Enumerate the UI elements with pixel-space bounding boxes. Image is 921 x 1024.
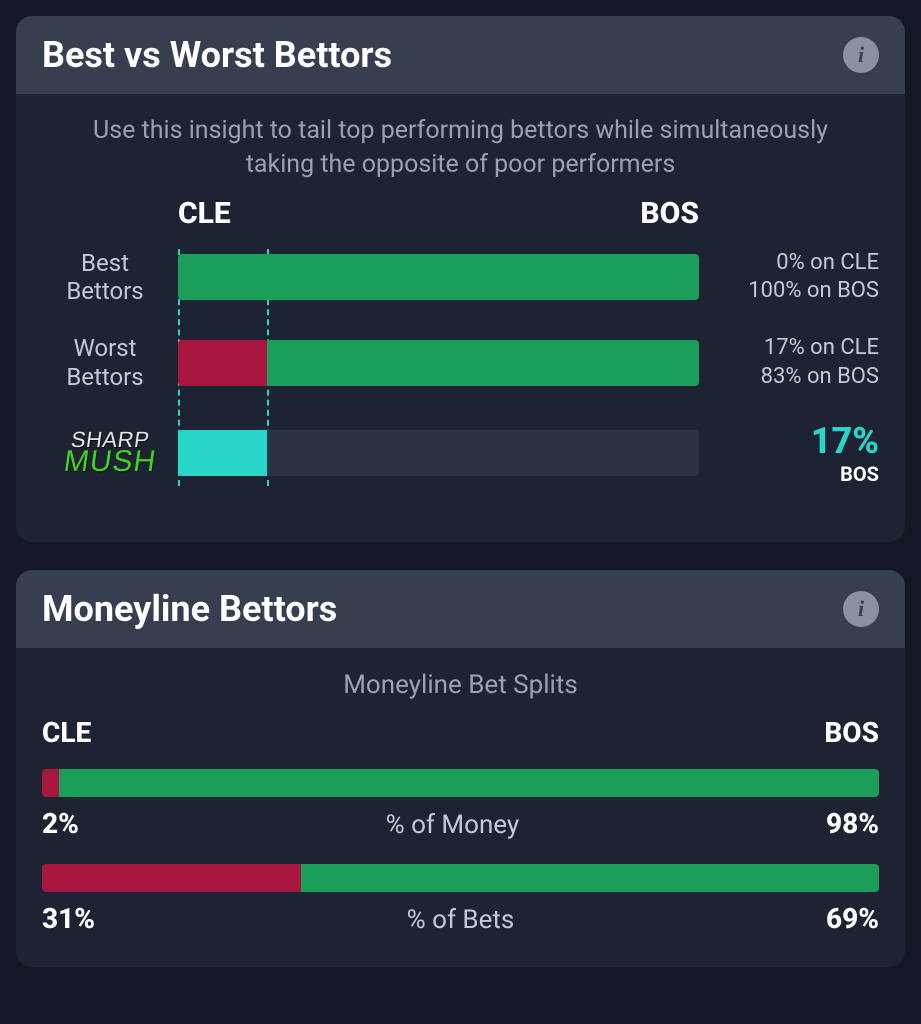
best-bettors-row: Best Bettors 0% on CLE 100% on BOS	[42, 249, 879, 307]
card-subtitle: Use this insight to tail top performing …	[81, 114, 841, 182]
sharp-mush-logo: SHARP MUSH	[42, 431, 178, 475]
moneyline-card: Moneyline Bettors i Moneyline Bet Splits…	[16, 570, 905, 967]
team-right-label: BOS	[640, 196, 699, 231]
row-label: Worst Bettors	[42, 334, 178, 392]
worst-bettors-row: Worst Bettors 17% on CLE 83% on BOS	[42, 334, 879, 392]
info-icon[interactable]: i	[843, 591, 879, 627]
card-title: Best vs Worst Bettors	[42, 34, 392, 76]
row-label: Best Bettors	[42, 249, 178, 307]
worst-bettors-stats: 17% on CLE 83% on BOS	[699, 334, 879, 391]
sharp-mush-stats: 17% BOS	[699, 420, 879, 486]
pct-bets-stats: 31% % of Bets 69%	[42, 902, 879, 935]
card-header: Best vs Worst Bettors i	[16, 16, 905, 94]
info-icon[interactable]: i	[843, 37, 879, 73]
card-header: Moneyline Bettors i	[16, 570, 905, 648]
pct-bets-bar	[42, 864, 879, 892]
teams-header-row: CLE BOS	[42, 196, 879, 231]
worst-bettors-bar	[178, 340, 699, 386]
pct-money-stats: 2% % of Money 98%	[42, 807, 879, 840]
best-bettors-bar	[178, 254, 699, 300]
pct-money-bar	[42, 769, 879, 797]
moneyline-teams-row: CLE BOS	[42, 716, 879, 749]
card-body: Use this insight to tail top performing …	[16, 94, 905, 542]
moneyline-subtitle: Moneyline Bet Splits	[42, 670, 879, 700]
team-left-label: CLE	[178, 196, 231, 231]
best-vs-worst-card: Best vs Worst Bettors i Use this insight…	[16, 16, 905, 542]
team-right-label: BOS	[824, 716, 879, 749]
card-title: Moneyline Bettors	[42, 588, 337, 630]
sharp-mush-bar	[178, 430, 699, 476]
sharp-mush-row: SHARP MUSH 17% BOS	[42, 420, 879, 486]
best-bettors-stats: 0% on CLE 100% on BOS	[699, 249, 879, 306]
bars-section: Best Bettors 0% on CLE 100% on BOS Worst…	[42, 249, 879, 486]
team-left-label: CLE	[42, 716, 91, 749]
card-body: Moneyline Bet Splits CLE BOS 2% % of Mon…	[16, 648, 905, 967]
